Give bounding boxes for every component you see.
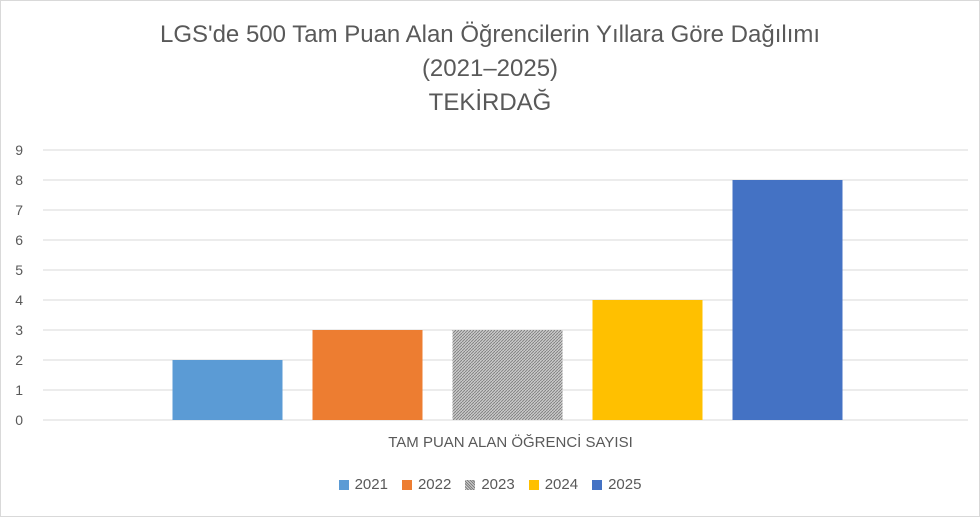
chart-title-line-1: LGS'de 500 Tam Puan Alan Öğrencilerin Yı… [159,21,821,48]
bar-2025 [732,180,843,420]
legend-item-2023: 2023 [465,476,515,493]
chart-title-line-3: TEKİRDAĞ [428,89,552,116]
bar-2022 [312,330,423,420]
y-tick-label: 2 [15,352,23,368]
legend-item-2021: 2021 [338,476,388,493]
legend-swatch [592,479,603,490]
legend-item-2025: 2025 [592,476,641,493]
y-tick-label: 4 [15,292,23,308]
y-tick-label: 1 [15,382,23,398]
legend-swatch [338,479,349,490]
chart-title-line-2: (2021–2025) [421,55,559,82]
legend-label: 2024 [544,476,579,493]
legend-item-2024: 2024 [528,476,579,493]
bar-2021 [172,360,283,420]
bar-2024 [592,300,703,420]
legend-swatch [401,479,412,490]
legend-label: 2021 [354,476,388,493]
x-category-label: TAM PUAN ALAN ÖĞRENCİ SAYISI [388,433,633,451]
y-tick-label: 6 [15,232,23,248]
legend-label: 2023 [481,476,515,493]
y-tick-label: 0 [15,412,23,428]
chart-title: LGS'de 500 Tam Puan Alan Öğrencilerin Yı… [0,18,980,120]
legend-swatch [465,479,476,490]
y-tick-label: 5 [15,262,23,278]
y-tick-label: 8 [15,172,23,188]
bar-2023 [452,330,563,420]
legend-item-2022: 2022 [401,476,452,493]
chart-legend: 2021 2022 2023 2024 2025 [0,476,980,493]
legend-swatch [528,479,539,490]
y-tick-label: 9 [15,142,23,158]
legend-label: 2022 [417,476,452,493]
y-tick-label: 7 [15,202,23,218]
y-tick-label: 3 [15,322,23,338]
legend-label: 2025 [608,476,642,493]
